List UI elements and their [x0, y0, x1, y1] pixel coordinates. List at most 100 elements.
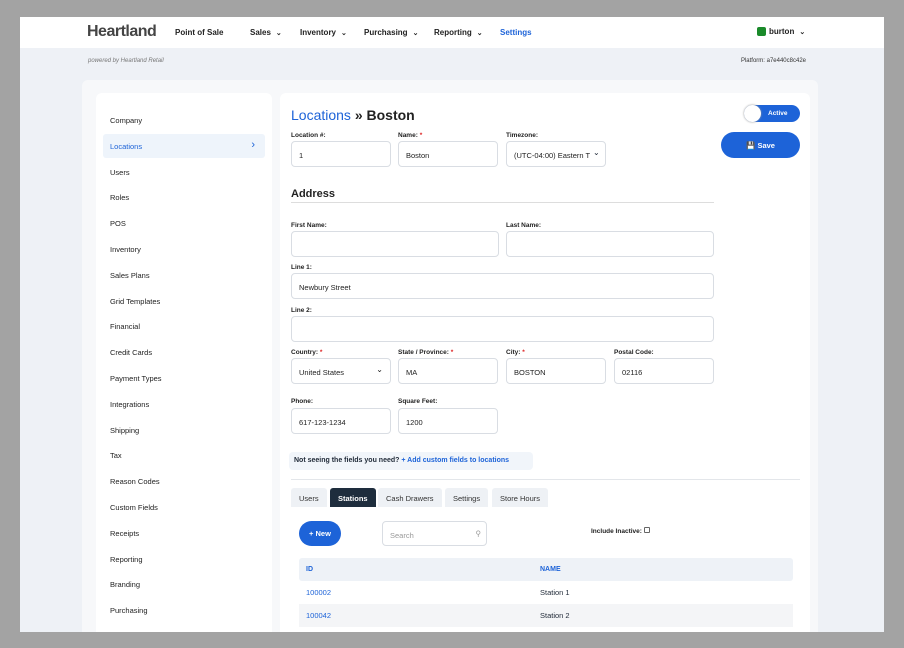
custom-fields-banner: Not seeing the fields you need? + Add cu… — [289, 452, 533, 470]
sidebar-item-custom-fields[interactable]: Custom Fields — [103, 495, 265, 519]
sidebar-item-tax[interactable]: Tax — [103, 443, 265, 467]
nav-inventory[interactable]: Inventory ⌄ — [300, 28, 347, 37]
new-station-button[interactable]: + New — [299, 521, 341, 546]
station-id-link[interactable]: 100002 — [306, 588, 332, 597]
line2-input[interactable] — [291, 316, 714, 342]
chevron-down-icon: ⌄ — [476, 30, 483, 37]
nav-reporting[interactable]: Reporting ⌄ — [434, 28, 483, 37]
active-toggle[interactable]: Active — [744, 105, 800, 122]
sidebar-item-label: Reporting — [110, 554, 143, 564]
phone-label: Phone: — [291, 398, 314, 405]
sidebar-item-locations[interactable]: Locations › — [103, 133, 265, 158]
user-menu[interactable]: burton ⌄ — [757, 27, 805, 37]
nav-label: Purchasing — [364, 28, 408, 37]
sidebar-item-label: Inventory — [110, 245, 141, 254]
divider — [291, 202, 714, 203]
tab-cash-drawers[interactable]: Cash Drawers — [378, 488, 442, 507]
timezone-select[interactable]: (UTC-04:00) Eastern T — [506, 141, 606, 167]
nav-label: Inventory — [300, 28, 337, 37]
nav-label: Reporting — [434, 28, 472, 37]
station-id-link[interactable]: 100042 — [306, 611, 332, 620]
table-row[interactable]: 100002 Station 1 — [299, 581, 793, 604]
first-name-label: First Name: — [291, 222, 327, 229]
sidebar-item-credit-cards[interactable]: Credit Cards — [103, 340, 265, 364]
include-inactive-checkbox[interactable] — [643, 527, 650, 533]
active-label: Active — [768, 110, 788, 117]
last-name-input[interactable] — [506, 231, 714, 257]
sidebar-item-sales-plans[interactable]: Sales Plans — [103, 263, 265, 287]
tab-settings[interactable]: Settings — [445, 488, 489, 507]
sidebar-item-label: Purchasing — [110, 606, 148, 616]
sidebar-item-pos[interactable]: POS — [103, 211, 265, 235]
save-label: Save — [757, 141, 775, 150]
line1-input[interactable]: Newbury Street — [291, 273, 714, 299]
sidebar-item-label: Custom Fields — [110, 503, 158, 512]
sidebar-item-roles[interactable]: Roles — [103, 185, 265, 209]
sidebar-item-label: Grid Templates — [110, 296, 161, 306]
nav-purchasing[interactable]: Purchasing ⌄ — [364, 28, 418, 37]
nav-sales[interactable]: Sales ⌄ — [250, 28, 282, 37]
sidebar-item-label: Reason Codes — [110, 477, 160, 487]
breadcrumb-locations-link[interactable]: Locations — [291, 107, 351, 123]
divider — [291, 479, 800, 480]
sidebar-item-purchasing[interactable]: Purchasing — [103, 598, 265, 622]
sidebar-item-general[interactable]: General — [103, 624, 265, 632]
sidebar-item-reporting[interactable]: Reporting — [103, 547, 265, 571]
sidebar-item-label: POS — [110, 219, 126, 229]
tab-store-hours[interactable]: Store Hours — [492, 488, 549, 507]
sidebar-item-users[interactable]: Users — [103, 160, 265, 184]
sidebar-item-label: Sales Plans — [110, 270, 150, 280]
page-title: Locations » Boston — [291, 107, 415, 123]
table-header: ID NAME — [299, 558, 793, 581]
breadcrumb-separator: » — [350, 107, 367, 123]
sqft-input[interactable]: 1200 — [398, 408, 498, 434]
first-name-input[interactable] — [291, 231, 499, 257]
nav-point-of-sale[interactable]: Point of Sale — [175, 28, 224, 37]
postal-input[interactable]: 02116 — [614, 358, 714, 384]
sidebar-item-label: Shipping — [110, 425, 140, 435]
name-input[interactable]: Boston — [398, 141, 498, 167]
address-heading: Address — [291, 188, 336, 200]
location-no-input[interactable]: 1 — [291, 141, 391, 167]
sidebar-item-label: Tax — [110, 451, 122, 461]
column-name[interactable]: NAME — [540, 566, 561, 573]
save-button[interactable]: 💾 Save — [721, 132, 800, 158]
chevron-down-icon: ⌄ — [593, 148, 600, 157]
station-search-input[interactable]: Search ⚲ — [382, 521, 487, 546]
save-icon: 💾 — [746, 141, 758, 150]
chevron-down-icon: ⌄ — [275, 30, 282, 37]
table-row[interactable]: 100042 Station 2 — [299, 604, 793, 627]
phone-input[interactable]: 617-123-1234 — [291, 408, 391, 434]
sidebar-item-grid-templates[interactable]: Grid Templates — [103, 289, 265, 313]
chevron-right-icon: › — [251, 138, 255, 151]
toggle-knob — [744, 105, 761, 122]
tab-stations[interactable]: Stations — [330, 488, 376, 507]
custom-fields-text: Not seeing the fields you need? — [294, 457, 400, 464]
add-custom-fields-link[interactable]: + Add custom fields to locations — [401, 457, 510, 464]
sidebar-item-inventory[interactable]: Inventory — [103, 237, 265, 261]
postal-label: Postal Code: — [614, 349, 654, 356]
country-select[interactable]: United States ⌄ — [291, 358, 391, 384]
state-input[interactable]: MA — [398, 358, 498, 384]
tab-users[interactable]: Users — [291, 488, 327, 507]
sidebar-item-label: Financial — [110, 322, 141, 332]
search-icon: ⚲ — [475, 529, 482, 538]
sidebar-item-company[interactable]: Company — [103, 108, 265, 132]
settings-sidebar: Company Locations › Users Roles POS Inventory S… — [96, 93, 272, 632]
sidebar-item-reason-codes[interactable]: Reason Codes — [103, 469, 265, 493]
timezone-value: (UTC-04:00) Eastern T — [514, 151, 591, 160]
sidebar-item-receipts[interactable]: Receipts — [103, 521, 265, 545]
nav-settings[interactable]: Settings — [500, 28, 532, 37]
platform-id: Platform: a7e440c8c42e — [740, 58, 806, 64]
sidebar-item-payment-types[interactable]: Payment Types — [103, 366, 265, 390]
city-input[interactable]: BOSTON — [506, 358, 606, 384]
sidebar-item-branding[interactable]: Branding — [103, 572, 265, 596]
sidebar-item-financial[interactable]: Financial — [103, 314, 265, 338]
stations-panel: + New Search ⚲ Include Inactive: ID NAME … — [291, 507, 800, 632]
sidebar-item-integrations[interactable]: Integrations — [103, 392, 265, 416]
sidebar-item-label: Roles — [110, 193, 130, 203]
sidebar-item-label: Payment Types — [110, 374, 162, 383]
sidebar-item-shipping[interactable]: Shipping — [103, 418, 265, 442]
column-id[interactable]: ID — [306, 566, 313, 573]
location-no-label: Location #: — [291, 132, 326, 139]
